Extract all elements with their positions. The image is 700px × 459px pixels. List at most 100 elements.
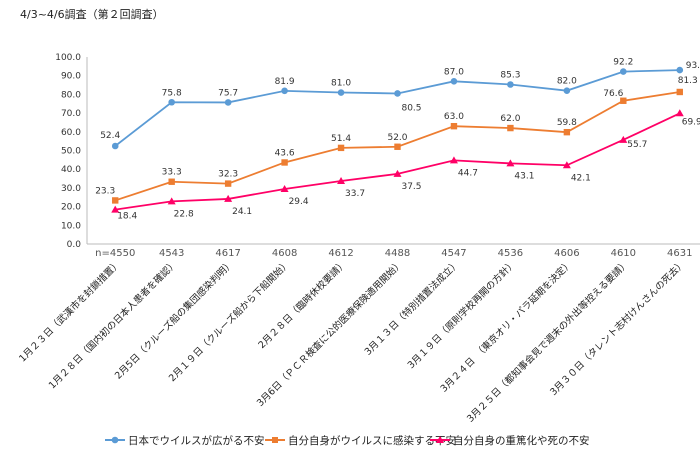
data-point — [507, 124, 514, 132]
data-label: 62.0 — [500, 114, 520, 124]
data-label: 87.0 — [444, 67, 464, 77]
data-label: 85.3 — [500, 70, 520, 80]
x-tick-label: 3月１３日（特別措置法成立） — [362, 258, 462, 358]
data-label: 80.5 — [401, 103, 421, 113]
chart-title: 4/3~4/6調査（第２回調査） — [20, 8, 164, 21]
y-tick-label: 90.0 — [61, 72, 81, 82]
legend-square-marker — [272, 437, 278, 443]
n-label: 4606 — [554, 248, 579, 259]
data-label: 42.1 — [571, 173, 591, 183]
n-label: 4543 — [159, 248, 184, 259]
x-tick-label: 2月１９日（クルーズ船から下船開始） — [166, 258, 292, 384]
data-label: 81.9 — [275, 77, 295, 87]
data-point — [168, 178, 175, 185]
data-point — [224, 180, 232, 187]
data-label: 93.0 — [686, 61, 700, 71]
legend-label: 自分自身の重篤化や死の不安 — [453, 434, 590, 447]
data-point — [111, 142, 119, 150]
data-point — [449, 156, 458, 164]
data-label: 43.6 — [275, 148, 295, 158]
data-label: 76.6 — [603, 89, 623, 99]
data-point — [281, 87, 288, 95]
n-label: 4488 — [385, 248, 410, 259]
y-tick-label: 60.0 — [61, 128, 81, 138]
data-label: 75.7 — [218, 88, 238, 98]
series-line — [115, 112, 681, 211]
data-label: 59.8 — [557, 118, 577, 128]
n-label: 4547 — [441, 248, 466, 259]
x-tick-label: 2月5日（クルーズ船の集団感染判明） — [112, 258, 236, 382]
x-tick-label: 3月１９日（原則学校再開の方針） — [405, 258, 519, 372]
y-tick-label: 20.0 — [61, 203, 81, 213]
data-label: 23.3 — [95, 186, 115, 196]
data-point — [167, 197, 176, 205]
data-point — [394, 143, 401, 150]
data-label: 32.3 — [218, 170, 238, 180]
data-label: 81.3 — [678, 76, 698, 86]
x-tick-label: 1月２８日（国内初の日本人患者を確認） — [46, 258, 180, 392]
legend-circle-marker — [111, 436, 119, 444]
data-label: 52.4 — [100, 131, 120, 141]
n-label: 4612 — [328, 248, 353, 259]
data-label: 43.1 — [514, 171, 534, 181]
data-label: 63.0 — [444, 112, 464, 122]
data-point — [393, 169, 402, 177]
legend-triangle-marker — [436, 436, 444, 443]
data-point — [619, 135, 628, 143]
data-label: 75.8 — [162, 88, 182, 98]
y-tick-label: 10.0 — [61, 221, 81, 231]
data-label: 37.5 — [401, 182, 421, 192]
data-point — [280, 185, 289, 193]
y-tick-label: 80.0 — [61, 90, 81, 100]
data-point — [224, 99, 232, 106]
data-point — [281, 159, 288, 166]
x-tick-label: 2月２８日（臨時休校要請） — [256, 258, 349, 351]
n-label: 4617 — [215, 248, 240, 259]
data-point — [676, 88, 683, 96]
data-point — [675, 109, 684, 117]
data-label: 24.1 — [232, 207, 252, 217]
legend-label: 自分自身がウイルスに感染する不安 — [288, 434, 456, 447]
data-point — [620, 68, 627, 75]
n-label: 4610 — [611, 248, 636, 259]
data-label: 81.0 — [331, 79, 351, 89]
data-label: 22.8 — [174, 209, 194, 219]
y-tick-label: 50.0 — [61, 147, 81, 157]
data-point — [507, 81, 514, 88]
data-label: 51.4 — [331, 134, 351, 144]
data-point — [394, 90, 401, 97]
y-tick-label: 100.0 — [55, 53, 81, 63]
x-tick-label: 1月２３日（武漢市を封鎖措置） — [17, 258, 124, 365]
data-label: 92.2 — [613, 58, 633, 68]
data-label: 55.7 — [627, 140, 647, 150]
data-label: 33.7 — [345, 189, 365, 199]
y-tick-label: 70.0 — [61, 109, 81, 119]
data-point — [563, 128, 571, 136]
data-point — [563, 87, 571, 94]
legend-label: 日本でウイルスが広がる不安 — [128, 434, 265, 447]
data-label: 44.7 — [458, 168, 478, 178]
n-label: 4536 — [498, 248, 523, 259]
data-point — [337, 176, 346, 184]
data-point — [620, 97, 627, 104]
y-tick-label: 40.0 — [61, 165, 81, 175]
data-point — [224, 194, 233, 202]
n-label: 4631 — [667, 248, 692, 259]
data-label: 69.9 — [682, 117, 700, 127]
data-point — [111, 205, 120, 213]
y-tick-label: 0.0 — [67, 240, 82, 250]
x-tick-label: 3月２４日 （東京オリ・パラ延期を決定） — [438, 258, 575, 395]
data-label: 52.0 — [387, 133, 407, 143]
data-label: 18.4 — [117, 212, 137, 222]
data-point — [450, 78, 458, 85]
data-point — [168, 98, 175, 106]
data-point — [337, 89, 345, 96]
data-point — [676, 66, 684, 74]
data-label: 33.3 — [162, 168, 182, 178]
data-point — [450, 122, 458, 130]
data-point — [506, 159, 515, 167]
data-point — [337, 144, 345, 152]
n-label: n=4550 — [95, 248, 135, 259]
